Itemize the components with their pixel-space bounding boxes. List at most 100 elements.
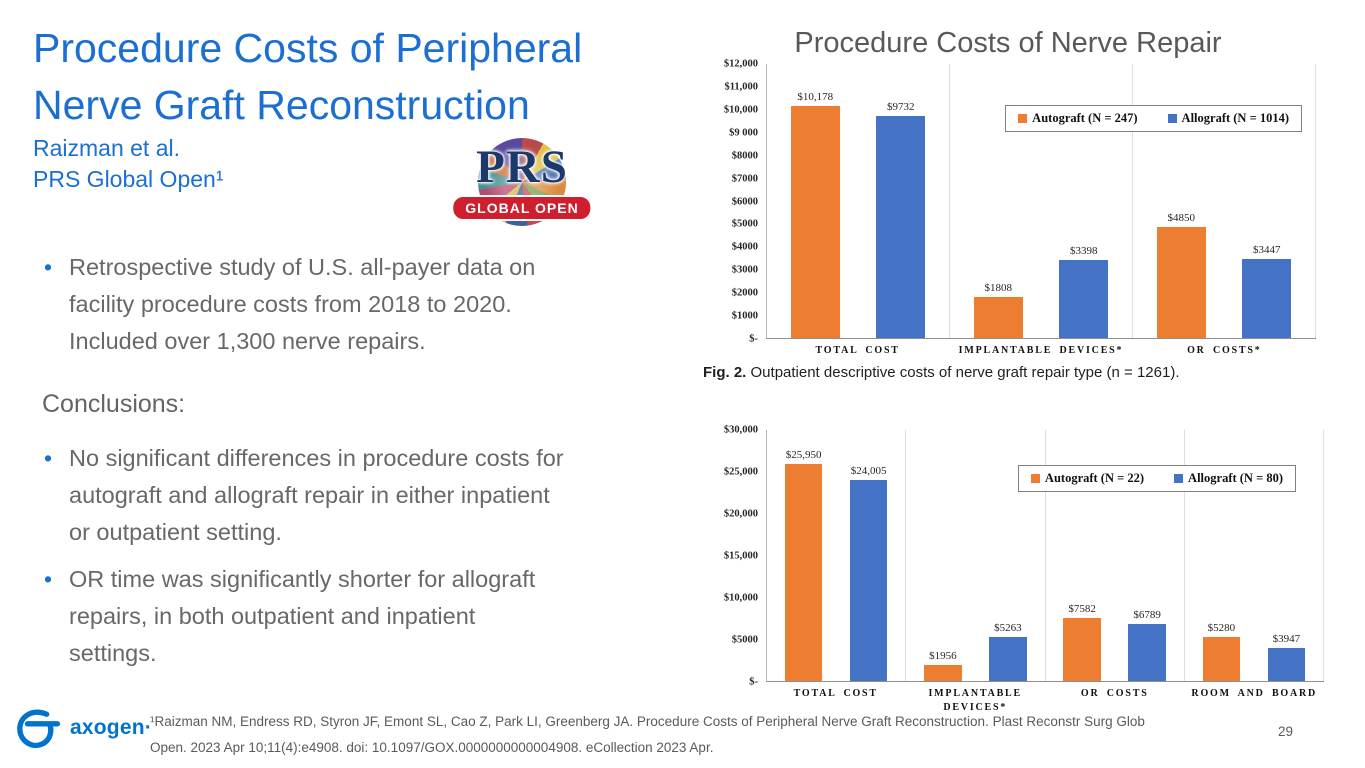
bar-group: $1956 $5263: [906, 430, 1046, 681]
y-tick-label: $4000: [731, 241, 758, 253]
bullet-icon: •: [44, 445, 53, 471]
text-line: settings.: [69, 640, 157, 666]
text-line: autograft and allograft repair in either…: [69, 482, 550, 508]
slide-title: Procedure Costs of Peripheral Nerve Graft…: [33, 20, 582, 134]
y-axis: $12,000 $11,000 $10,000 $9 000 $8000 $7000 $60…: [700, 59, 766, 345]
legend-item: Allograft (N = 80): [1174, 471, 1283, 486]
figure-caption-text: Outpatient descriptive costs of nerve gr…: [746, 364, 1180, 381]
bar-group: $5280 $3947: [1185, 430, 1324, 681]
y-tick-label: $25,000: [723, 466, 758, 478]
bar-group: $4850 $3447: [1133, 64, 1316, 338]
axogen-wordmark: axogen·: [70, 716, 152, 739]
figure-caption: Fig. 2. Outpatient descriptive costs of …: [703, 364, 1179, 381]
study-bullet-list: • Retrospective study of U.S. all-payer …: [44, 249, 535, 360]
y-axis: $30,000 $25,000 $20,000 $15,000 $10,000 $5000…: [700, 425, 766, 688]
legend: Autograft (N = 247) Allograft (N = 1014): [1005, 105, 1302, 133]
axogen-logo: axogen·: [16, 707, 152, 749]
bar: $4850: [1156, 212, 1206, 338]
category-label: OR COSTS: [1080, 688, 1149, 699]
text-line: or outpatient setting.: [69, 519, 282, 545]
bar-value-label: $3947: [1272, 632, 1301, 645]
bar: $25,950: [784, 449, 823, 681]
bar: $10,178: [790, 91, 840, 338]
bar-value-label: $3398: [1070, 245, 1098, 258]
plot-area: Autograft (N = 247) Allograft (N = 1014) …: [766, 64, 1316, 339]
bar-value-label: $1956: [929, 649, 957, 662]
journal-text: PRS Global Open¹: [33, 166, 224, 192]
bar-value-label: $5263: [994, 621, 1022, 634]
bullet-item: • No significant differences in procedur…: [44, 440, 564, 551]
bar-group: $25,950 $24,005: [767, 430, 907, 681]
legend-label: Allograft (N = 1014): [1181, 111, 1289, 126]
legend-item: Allograft (N = 1014): [1167, 111, 1289, 126]
bar: $6789: [1128, 609, 1166, 681]
y-tick-label: $5000: [731, 634, 758, 646]
legend-label: Allograft (N = 80): [1188, 471, 1283, 486]
legend-swatch-icon: [1174, 474, 1184, 484]
bullet-icon: •: [44, 566, 53, 592]
y-tick-label: $12,000: [723, 58, 758, 70]
bar: $1956: [924, 650, 962, 681]
conclusions-heading: Conclusions:: [42, 390, 186, 418]
slide-subtitle: Raizman et al. PRS Global Open¹: [33, 133, 223, 195]
bar: $7582: [1063, 603, 1101, 681]
page-number: 29: [1278, 724, 1294, 739]
y-tick-label: $20,000: [723, 508, 758, 520]
bar-group: $1808 $3398: [950, 64, 1133, 338]
y-tick-label: $15,000: [723, 550, 758, 562]
chart-panel-title: Procedure Costs of Nerve Repair: [794, 27, 1222, 59]
bar-value-label: $5280: [1207, 621, 1236, 634]
legend-swatch-icon: [1167, 114, 1177, 124]
citation: ¹Raizman NM, Endress RD, Styron JF, Emon…: [150, 709, 1145, 761]
text-line: facility procedure costs from 2018 to 20…: [69, 291, 512, 317]
y-tick-label: $9 000: [729, 127, 758, 139]
legend: Autograft (N = 22) Allograft (N = 80): [1017, 465, 1296, 493]
bar: $24,005: [849, 465, 888, 681]
legend-swatch-icon: [1018, 114, 1028, 124]
bullet-item: • OR time was significantly shorter for …: [44, 561, 564, 672]
conclusions-bullet-list: • No significant differences in procedur…: [44, 440, 564, 672]
category-label: IMPLANTABLE DEVICES*: [928, 688, 1022, 713]
category-label: IMPLANTABLE DEVICES*: [958, 345, 1124, 356]
legend-item: Autograft (N = 247): [1018, 111, 1138, 126]
bar: $1808: [973, 282, 1023, 338]
bar-value-label: $10,178: [797, 90, 834, 103]
y-tick-label: $30,000: [723, 424, 758, 436]
bar-value-label: $9732: [887, 100, 915, 113]
bullet-text: Retrospective study of U.S. all-payer da…: [69, 249, 535, 360]
text-line: OR time was significantly shorter for al…: [69, 566, 536, 592]
y-tick-label: $8000: [731, 150, 758, 162]
y-tick-label: $6000: [731, 196, 758, 207]
bullet-item: • Retrospective study of U.S. all-payer …: [44, 249, 535, 360]
bar-value-label: $25,950: [785, 448, 822, 461]
category-label: ROOM AND BOARD: [1191, 688, 1318, 699]
bar: $5263: [989, 622, 1027, 681]
x-axis-labels: TOTAL COST IMPLANTABLE DEVICES* OR COSTS RO…: [766, 682, 1324, 718]
legend-item: Autograft (N = 22): [1030, 471, 1144, 486]
y-tick-label: $3000: [731, 264, 758, 276]
text-line: Nerve Graft Reconstruction: [33, 82, 530, 128]
prs-global-open-logo: PRS GLOBAL OPEN: [451, 138, 593, 232]
text-line: Retrospective study of U.S. all-payer da…: [69, 254, 536, 280]
text-line: Included over 1,300 nerve repairs.: [69, 328, 426, 354]
legend-swatch-icon: [1030, 474, 1040, 484]
x-axis-labels: TOTAL COST IMPLANTABLE DEVICES* OR COSTS*: [766, 339, 1316, 367]
bar-group: $7582 $6789: [1046, 430, 1185, 681]
category-label: TOTAL COST: [815, 345, 900, 356]
y-tick-label: $-: [749, 676, 758, 688]
y-tick-label: $1000: [731, 310, 758, 322]
bar: $5280: [1202, 622, 1241, 681]
y-tick-label: $2000: [731, 287, 758, 299]
text-line: No significant differences in procedure …: [69, 445, 564, 471]
bar: $9732: [876, 101, 926, 338]
y-tick-label: $10,000: [723, 592, 758, 604]
bullet-text: OR time was significantly shorter for al…: [69, 561, 535, 672]
bar-value-label: $3447: [1253, 244, 1281, 257]
plot-area: Autograft (N = 22) Allograft (N = 80) $25…: [766, 430, 1324, 682]
bar-value-label: $4850: [1167, 212, 1195, 225]
bullet-text: No significant differences in procedure …: [69, 440, 564, 551]
bar-group: $10,178 $9732: [767, 64, 950, 338]
bar-value-label: $1808: [984, 281, 1012, 294]
figure-caption-prefix: Fig. 2.: [703, 364, 747, 381]
legend-label: Autograft (N = 247): [1032, 111, 1138, 126]
